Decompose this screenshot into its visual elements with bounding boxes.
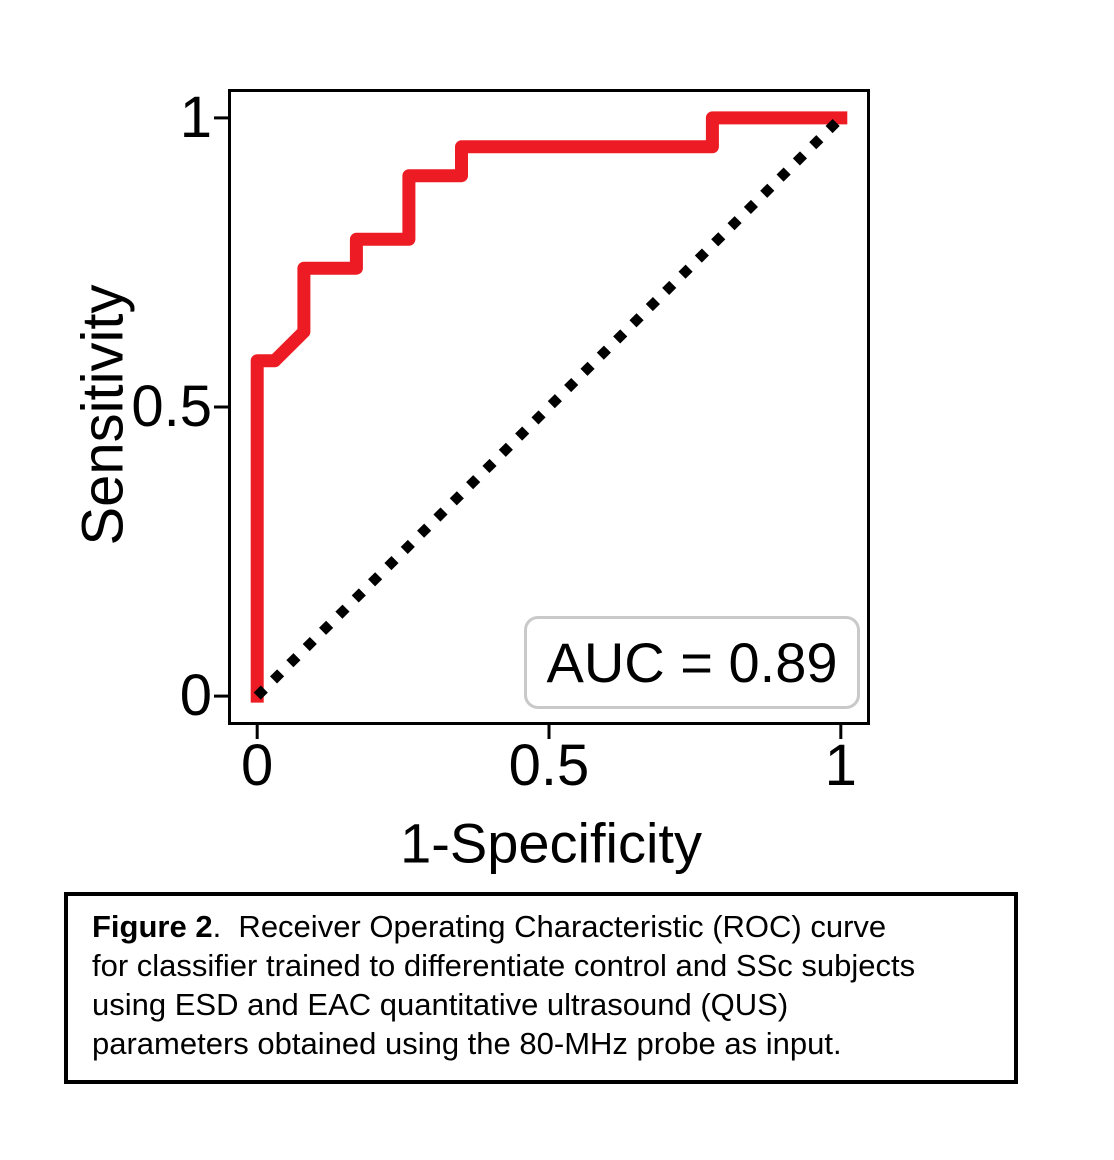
chance-diagonal-line: [253, 114, 845, 700]
plot-area: [214, 89, 870, 739]
y-axis-label: Sensitivity: [70, 284, 136, 546]
auc-annotation-text: AUC = 0.89: [546, 631, 838, 694]
roc-curve-line: [250, 111, 848, 703]
x-tick-label: 0: [241, 733, 274, 798]
auc-annotation-box: AUC = 0.89: [524, 616, 860, 709]
y-tick-label: 0.5: [131, 374, 212, 439]
x-tick-label: 0.5: [508, 733, 590, 798]
caption-line-4: parameters obtained using the 80-MHz pro…: [92, 1026, 842, 1061]
caption-line-3: using ESD and EAC quantitative ultrasoun…: [92, 987, 789, 1022]
caption-figure-label: Figure 2: [92, 909, 213, 944]
caption-box: Figure 2. Receiver Operating Characteris…: [64, 892, 1018, 1084]
plot-spines: [228, 89, 870, 725]
x-tick-label: 1: [824, 733, 857, 798]
y-tick-label: 0: [179, 663, 212, 729]
caption-line-1: Figure 2. Receiver Operating Characteris…: [92, 907, 1000, 946]
x-axis-label: 1-Specificity: [400, 811, 702, 875]
caption-line-1-text: . Receiver Operating Characteristic (ROC…: [212, 909, 887, 944]
caption-line-2: for classifier trained to differentiate …: [92, 948, 916, 983]
y-tick-label: 1: [179, 84, 212, 150]
